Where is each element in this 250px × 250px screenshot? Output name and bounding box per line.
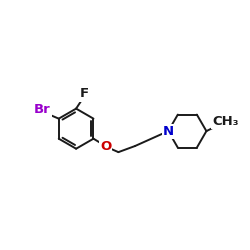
Text: Br: Br (34, 103, 51, 116)
Text: O: O (100, 140, 111, 152)
Text: N: N (163, 124, 174, 138)
Text: F: F (80, 88, 89, 101)
Text: CH₃: CH₃ (212, 115, 238, 128)
